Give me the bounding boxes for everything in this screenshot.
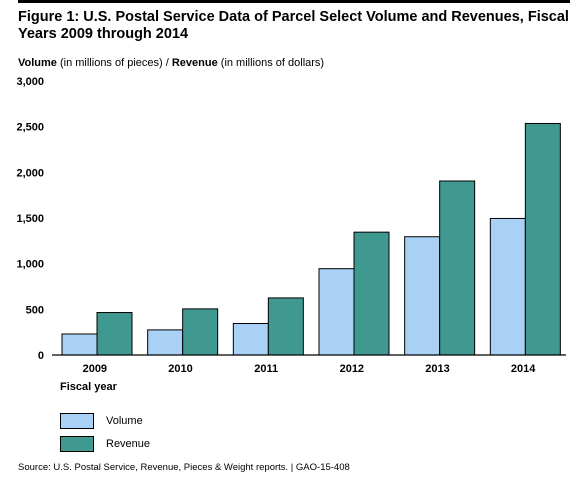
x-tick-label: 2011 — [254, 363, 278, 375]
legend-label-revenue: Revenue — [106, 438, 151, 450]
y-tick-label: 0 — [38, 350, 44, 362]
bar-revenue — [353, 231, 390, 356]
y-tick-label: 2,500 — [16, 122, 44, 134]
bar-revenue — [182, 308, 219, 356]
volume-caption-text: (in millions of pieces) / — [56, 57, 172, 69]
legend-swatch-revenue — [60, 436, 94, 452]
bar-volume — [489, 217, 526, 356]
bar-volume — [232, 322, 269, 356]
bar-volume — [61, 333, 98, 356]
x-axis-label: Fiscal year — [60, 381, 117, 393]
y-tick-label: 1,000 — [16, 259, 44, 271]
x-tick-label: 2014 — [511, 363, 536, 375]
legend-item-revenue: Revenue — [60, 435, 150, 453]
bar-revenue — [96, 312, 133, 356]
volume-caption-bold: Volume — [18, 57, 57, 69]
x-tick-label: 2013 — [425, 363, 449, 375]
bar-chart: 0 500 1,000 1,500 2,000 2,500 3,000 2009 2010 201… — [16, 76, 566, 375]
x-tick-label: 2012 — [340, 363, 364, 375]
bar-revenue — [439, 180, 476, 356]
bar-volume — [318, 268, 355, 356]
revenue-caption-bold: Revenue — [171, 57, 218, 69]
x-tick-label: 2010 — [168, 363, 192, 375]
y-tick-label: 500 — [26, 304, 44, 316]
chart-title: Figure 1: U.S. Postal Service Data of Pa… — [18, 9, 569, 42]
y-tick-label: 3,000 — [16, 76, 44, 88]
legend-swatch-volume — [60, 413, 94, 429]
revenue-caption-text: (in millions of dollars) — [217, 57, 325, 69]
title-block: Figure 1: U.S. Postal Service Data of Pa… — [18, 0, 570, 43]
legend-label-volume: Volume — [106, 415, 143, 427]
bar-revenue — [267, 297, 304, 356]
y-tick-label: 1,500 — [16, 213, 44, 225]
x-tick-label: 2009 — [83, 363, 107, 375]
legend: Volume Revenue — [60, 412, 150, 458]
bar-volume — [147, 329, 184, 356]
y-axis-caption: Volume (in millions of pieces) / Revenue… — [18, 57, 324, 69]
legend-item-volume: Volume — [60, 412, 150, 430]
bar-revenue — [524, 122, 561, 356]
source-note: Source: U.S. Postal Service, Revenue, Pi… — [18, 462, 350, 473]
y-tick-label: 2,000 — [16, 167, 44, 179]
bar-volume — [404, 236, 441, 356]
